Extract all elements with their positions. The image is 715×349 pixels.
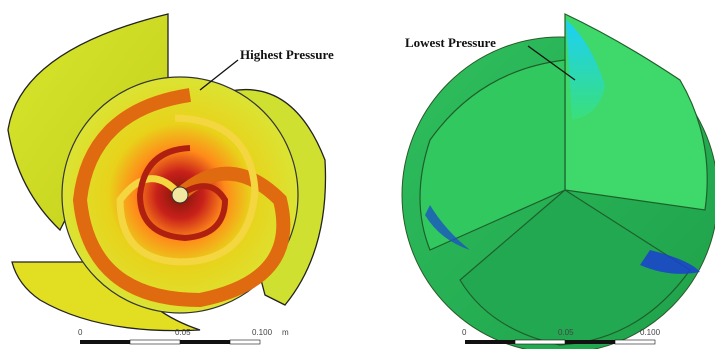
scale-tick-right-1: 0.05 [558, 328, 574, 337]
blade-left [419, 59, 566, 251]
right-impeller-contour [401, 13, 715, 349]
hub-center [171, 186, 189, 204]
scale-bar-left [80, 339, 261, 345]
blade-top [564, 13, 708, 211]
spiral-band-2 [116, 114, 259, 266]
scale-tick-right-0: 0 [462, 328, 467, 337]
scale-tick-right-2: 0.100 [640, 328, 661, 337]
blade-bottom [459, 189, 691, 346]
scale-tick-left-1: 0.05 [175, 328, 191, 337]
scale-bar-right [465, 339, 656, 345]
low-pressure-zone [566, 20, 605, 120]
left-impeller-contour [7, 13, 327, 345]
annotation-leader-right [527, 45, 576, 81]
blue-zone-left [425, 205, 470, 250]
spiral-band-3 [136, 145, 229, 242]
blue-zone-bottom-right [640, 250, 700, 274]
lowest-pressure-label: Lowest Pressure [405, 35, 496, 50]
annotation-leader-left [199, 59, 239, 91]
scale-tick-left-0: 0 [78, 328, 83, 337]
scale-tick-left-unit: m [282, 328, 289, 337]
scale-tick-left-2: 0.100 [252, 328, 273, 337]
highest-pressure-label: Highest Pressure [240, 47, 334, 62]
